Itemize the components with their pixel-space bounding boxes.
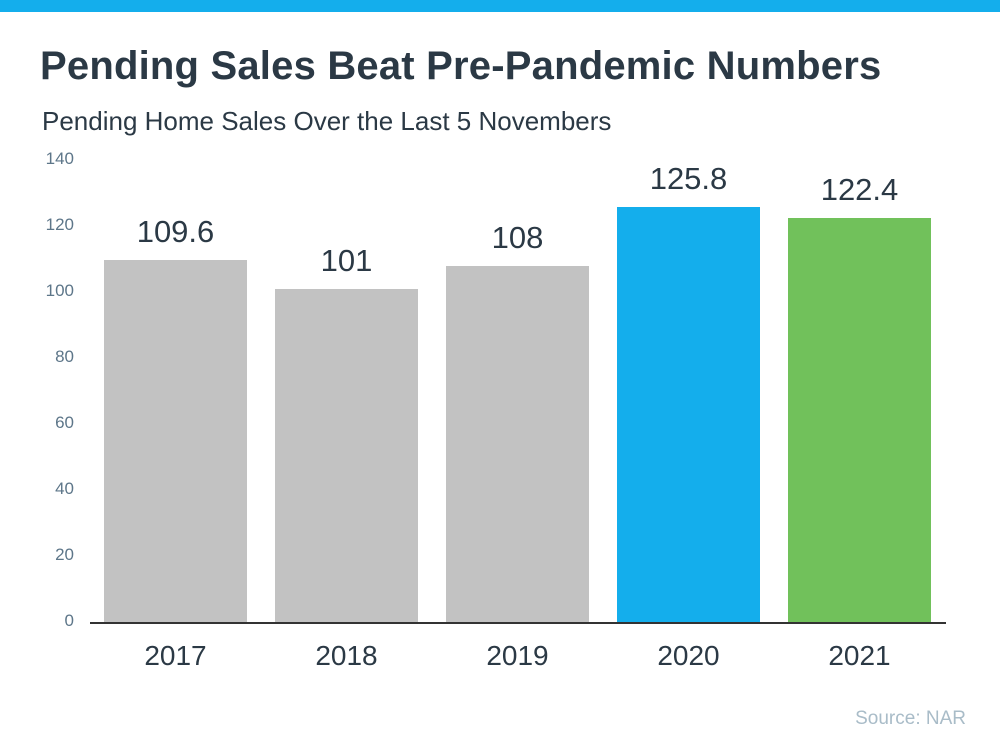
x-axis-label-2021: 2021 bbox=[828, 640, 891, 671]
chart-title: Pending Sales Beat Pre-Pandemic Numbers bbox=[40, 44, 882, 88]
chart-subtitle: Pending Home Sales Over the Last 5 Novem… bbox=[42, 106, 612, 136]
x-axis-labels: 2017 2018 2019 2020 2021 bbox=[90, 640, 946, 680]
x-axis-label-2018: 2018 bbox=[315, 640, 378, 671]
y-axis-tick-label: 140 bbox=[45, 149, 74, 168]
bar-slot-2021: 122.4 bbox=[774, 160, 945, 622]
x-axis-label-2017: 2017 bbox=[144, 640, 207, 671]
bar-2021 bbox=[788, 218, 931, 622]
source-attribution: Source: NAR bbox=[855, 708, 966, 729]
bar-slot-2017: 109.6 bbox=[90, 160, 261, 622]
bar-value-label-2019: 108 bbox=[491, 219, 544, 255]
bar-value-label-2020: 125.8 bbox=[649, 160, 728, 196]
y-axis: 0 20 40 60 80 100 120 140 bbox=[0, 149, 80, 630]
bar-value-label-2021: 122.4 bbox=[820, 172, 899, 208]
bar-slot-2019: 108 bbox=[432, 160, 603, 622]
y-axis-tick-label: 0 bbox=[64, 611, 74, 630]
y-axis-tick-label: 120 bbox=[45, 215, 74, 234]
bar-slot-2018: 101 bbox=[261, 160, 432, 622]
y-axis-tick-label: 20 bbox=[55, 545, 74, 564]
y-axis-tick-label: 80 bbox=[55, 347, 74, 366]
plot-area: 109.6 101 108 125.8 122.4 bbox=[90, 160, 946, 624]
y-axis-tick-label: 40 bbox=[55, 479, 74, 498]
x-axis-label-2020: 2020 bbox=[657, 640, 720, 671]
bar-value-label-2017: 109.6 bbox=[136, 214, 215, 250]
y-axis-tick-label: 100 bbox=[45, 281, 74, 300]
bar-2019 bbox=[446, 265, 589, 622]
y-axis-tick-label: 60 bbox=[55, 413, 74, 432]
x-axis-label-2019: 2019 bbox=[486, 640, 549, 671]
bar-2017 bbox=[104, 260, 247, 622]
accent-top-bar bbox=[0, 0, 1000, 12]
bar-slot-2020: 125.8 bbox=[603, 160, 774, 622]
bar-2020 bbox=[617, 206, 760, 622]
bar-value-label-2018: 101 bbox=[320, 242, 373, 278]
bar-2018 bbox=[275, 288, 418, 622]
